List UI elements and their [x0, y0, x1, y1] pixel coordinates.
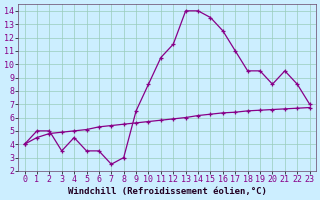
X-axis label: Windchill (Refroidissement éolien,°C): Windchill (Refroidissement éolien,°C) [68, 187, 267, 196]
